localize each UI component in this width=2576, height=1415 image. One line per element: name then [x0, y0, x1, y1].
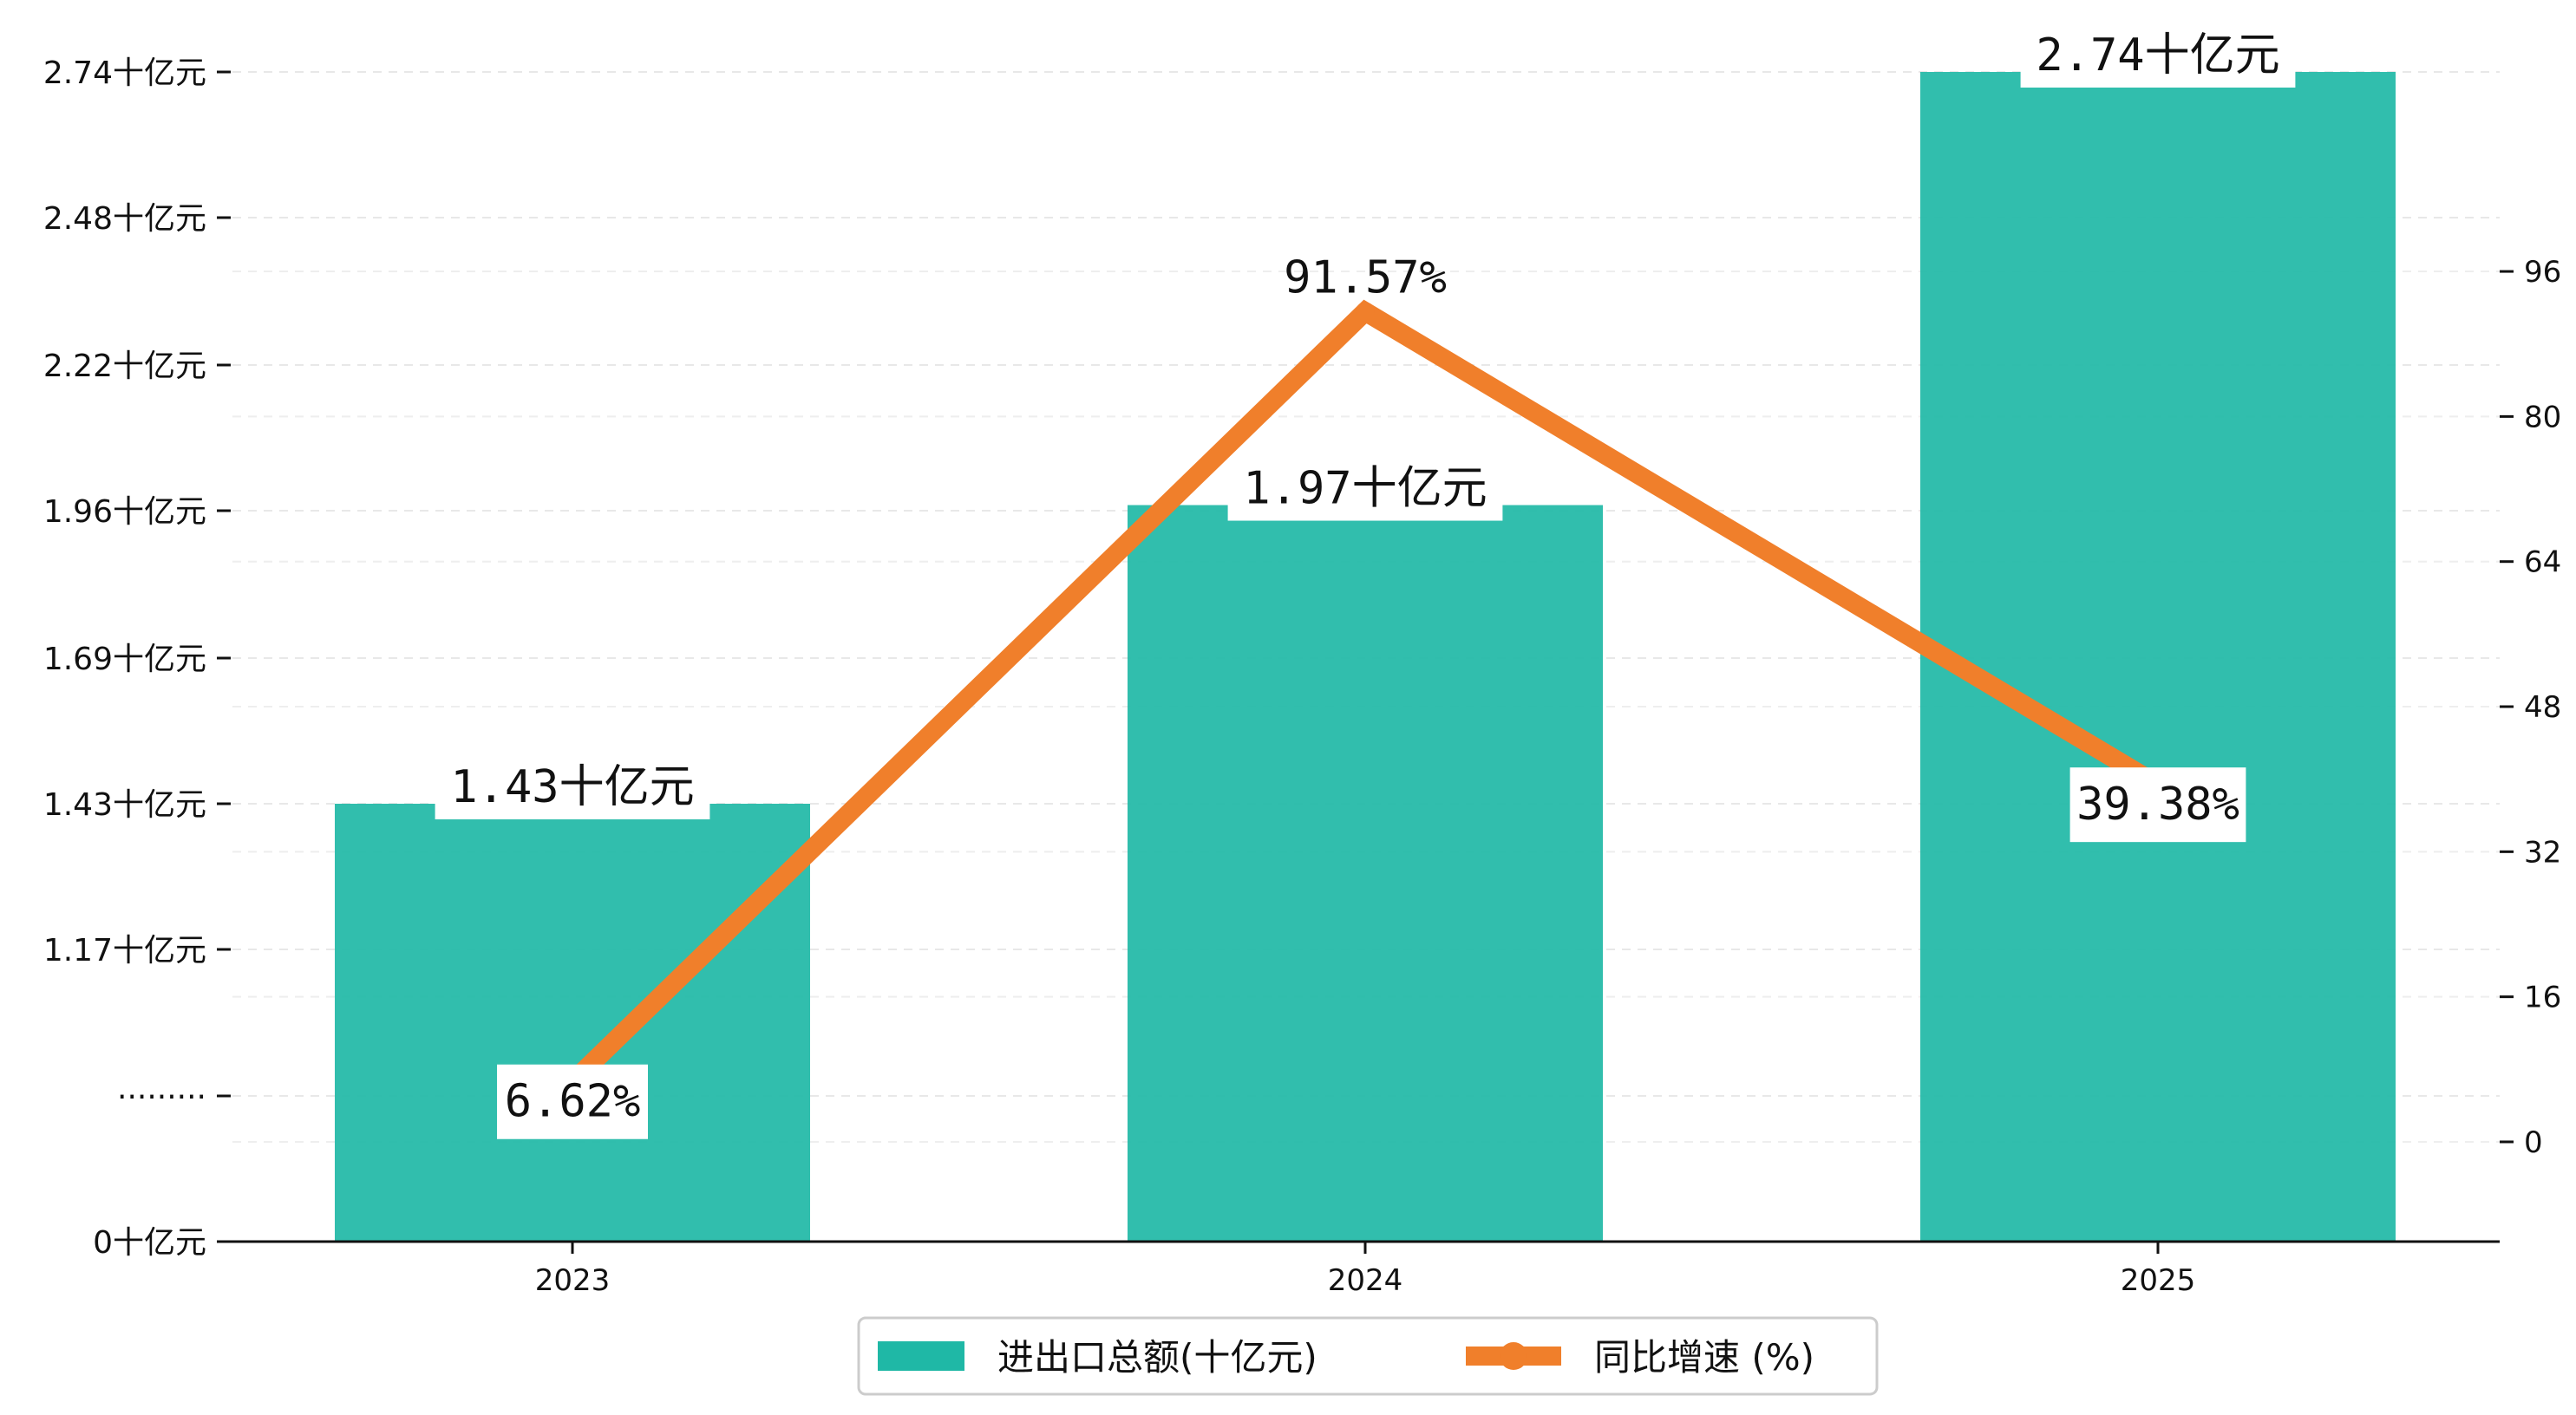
y-left-tick-label: 2.48十亿元 — [43, 201, 206, 237]
x-tick-label: 2023 — [535, 1263, 611, 1298]
growth-point-2024 — [1356, 302, 1375, 322]
y-left-tick-label: 2.74十亿元 — [43, 55, 206, 91]
growth-value-label: 6.62% — [505, 1076, 641, 1128]
y-left-tick-label: 1.96十亿元 — [43, 494, 206, 530]
x-tick-label: 2025 — [2121, 1263, 2196, 1298]
y-left-tick-label: 1.69十亿元 — [43, 642, 206, 677]
y-left-tick-label: 2.22十亿元 — [43, 349, 206, 384]
bar-label-box — [435, 759, 710, 819]
bar-2024 — [1128, 505, 1603, 1242]
y-left-tick-label: 1.43十亿元 — [43, 787, 206, 823]
legend-swatch-bar — [878, 1341, 964, 1371]
y-right-tick-label: 16 — [2524, 981, 2561, 1015]
data-labels: 1.43十亿元 1.97十亿元 2.74十亿元 6.62% 91.57% 39.38% — [435, 27, 2296, 1139]
bar-2025 — [1920, 72, 2396, 1242]
y-right-tick-label: 0 — [2524, 1125, 2543, 1160]
y-right-tick-label: 96 — [2524, 255, 2561, 290]
bar-label-box — [2020, 27, 2296, 88]
y-left-tick-label: 0十亿元 — [93, 1225, 206, 1261]
bar-2023 — [335, 804, 810, 1242]
y-left-tick-label: 1.17十亿元 — [43, 933, 206, 968]
growth-label-box — [497, 1064, 648, 1139]
x-tick-label: 2024 — [1328, 1263, 1403, 1298]
bar-label-box — [1227, 460, 1503, 521]
axes: 0十亿元 ········· 1.17十亿元 1.43十亿元 1.69十亿元 1.96十亿… — [43, 55, 2561, 1298]
legend-box — [857, 1316, 1879, 1396]
legend-label-bar: 进出口总额(十亿元) — [997, 1336, 1317, 1379]
legend-label-line: 同比增速 (%) — [1594, 1336, 1814, 1379]
growth-value-label: 39.38% — [2076, 779, 2239, 831]
legend: 进出口总额(十亿元) 同比增速 (%) — [857, 1316, 1879, 1396]
y-right-tick-label: 64 — [2524, 545, 2561, 580]
growth-value-label: 91.57% — [1284, 251, 1447, 303]
bar-value-label: 1.43十亿元 — [450, 761, 694, 813]
bar-value-label: 2.74十亿元 — [2036, 29, 2279, 82]
legend-marker — [1500, 1342, 1527, 1370]
y-right-tick-label: 32 — [2524, 835, 2561, 870]
y-right-tick-label: 48 — [2524, 690, 2561, 725]
bar-value-label: 1.97十亿元 — [1243, 463, 1487, 515]
y-left-tick-label: ········· — [117, 1079, 206, 1115]
y-right-tick-label: 80 — [2524, 400, 2561, 434]
bar-series — [335, 72, 2396, 1242]
growth-label-box — [2069, 767, 2246, 843]
